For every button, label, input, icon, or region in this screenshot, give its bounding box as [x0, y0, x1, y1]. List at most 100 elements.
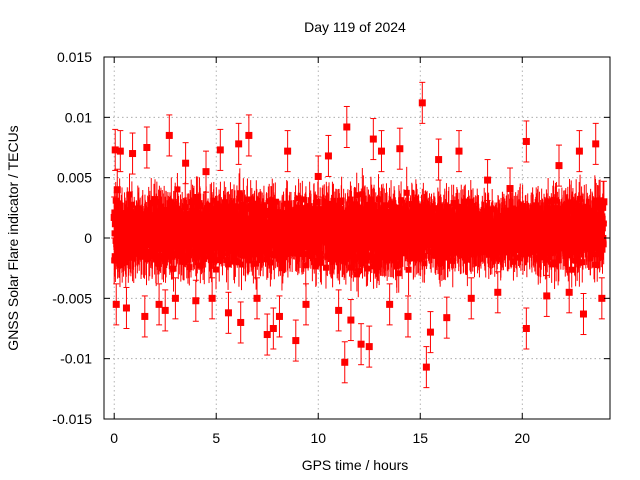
- data-point: [230, 239, 237, 246]
- data-point: [374, 254, 381, 261]
- data-point: [363, 257, 370, 264]
- data-point: [295, 195, 302, 202]
- data-point: [481, 209, 488, 216]
- data-point: [280, 214, 287, 221]
- data-point: [355, 268, 362, 275]
- data-point: [213, 266, 220, 273]
- data-point: [153, 199, 160, 206]
- data-point: [382, 213, 389, 220]
- data-point: [489, 206, 496, 213]
- data-point: [292, 207, 299, 214]
- data-point: [328, 253, 335, 260]
- data-point: [167, 249, 174, 256]
- data-point: [238, 261, 245, 268]
- data-point: [370, 263, 377, 270]
- data-point: [331, 246, 338, 253]
- data-point: [125, 255, 132, 262]
- data-point: [353, 192, 360, 199]
- data-point: [307, 215, 314, 222]
- data-point: [236, 190, 243, 197]
- data-point: [188, 199, 195, 206]
- data-point: [247, 202, 254, 209]
- data-point: [112, 257, 119, 264]
- data-point: [510, 258, 517, 265]
- data-point: [375, 257, 382, 264]
- data-point: [121, 243, 128, 250]
- data-point: [253, 260, 260, 267]
- data-point: [329, 258, 336, 265]
- data-point: [405, 266, 412, 273]
- data-point: [221, 199, 228, 206]
- data-point: [481, 241, 488, 248]
- data-point: [322, 264, 329, 271]
- data-point: [360, 195, 367, 202]
- data-point: [519, 202, 526, 209]
- data-point: [240, 201, 247, 208]
- data-point: [372, 217, 379, 224]
- data-point: [403, 189, 410, 196]
- data-point: [353, 271, 360, 278]
- data-point: [371, 202, 378, 209]
- data-point: [395, 270, 402, 277]
- data-point: [365, 203, 372, 210]
- data-point: [302, 262, 309, 269]
- data-point: [446, 250, 453, 257]
- data-point: [326, 203, 333, 210]
- data-point: [461, 207, 468, 214]
- data-point: [217, 203, 224, 210]
- data-point: [330, 197, 337, 204]
- data-point: [338, 197, 345, 204]
- data-point: [116, 200, 123, 207]
- data-point: [207, 202, 214, 209]
- data-point: [111, 253, 118, 260]
- data-point: [188, 250, 195, 257]
- data-point: [127, 209, 134, 216]
- data-point: [380, 204, 387, 211]
- data-point: [232, 257, 239, 264]
- data-point: [445, 214, 452, 221]
- data-point: [271, 252, 278, 259]
- data-point: [122, 259, 129, 266]
- data-point: [458, 248, 465, 255]
- data-point: [194, 251, 201, 258]
- data-point: [198, 218, 205, 225]
- data-point: [216, 208, 223, 215]
- data-point: [368, 196, 375, 203]
- data-point: [236, 195, 243, 202]
- data-point: [126, 191, 133, 198]
- data-point: [449, 257, 456, 264]
- data-point: [467, 198, 474, 205]
- data-point: [306, 203, 313, 210]
- data-point: [155, 260, 162, 267]
- data-point: [300, 251, 307, 258]
- data-point: [195, 217, 202, 224]
- data-point: [185, 256, 192, 263]
- data-point: [532, 246, 539, 253]
- data-point: [437, 213, 444, 220]
- data-point: [149, 243, 156, 250]
- data-point: [156, 252, 163, 259]
- data-point: [462, 198, 469, 205]
- data-point: [512, 206, 519, 213]
- data-point: [419, 244, 426, 251]
- data-point: [170, 265, 177, 272]
- data-point: [514, 254, 521, 261]
- data-point: [529, 204, 536, 211]
- data-point: [450, 200, 457, 207]
- data-point: [208, 252, 215, 259]
- data-point: [376, 261, 383, 268]
- data-point: [139, 211, 146, 218]
- data-point: [278, 265, 285, 272]
- data-point: [266, 198, 273, 205]
- data-point: [362, 212, 369, 219]
- data-point: [272, 198, 279, 205]
- data-point: [392, 212, 399, 219]
- data-point: [313, 257, 320, 264]
- data-point: [280, 254, 287, 261]
- data-point: [318, 259, 325, 266]
- data-point: [329, 203, 336, 210]
- data-point: [350, 255, 357, 262]
- data-point: [367, 252, 374, 259]
- data-point: [383, 202, 390, 209]
